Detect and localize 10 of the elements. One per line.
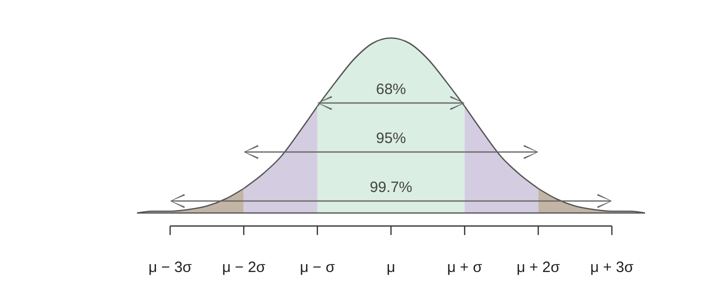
x-tick-label: μ + 2σ — [516, 259, 561, 276]
annotation: 68% — [376, 81, 406, 98]
x-tick-label: μ + σ — [447, 259, 483, 276]
annotation: 95% — [376, 130, 406, 147]
x-tick-label: μ − σ — [300, 259, 336, 276]
x-tick-label: μ — [386, 259, 396, 276]
x-tick-label: μ + 3σ — [590, 259, 634, 276]
x-tick-label: μ − 3σ — [148, 259, 193, 276]
annotation: 99.7% — [370, 179, 412, 196]
x-tick-label: μ − 2σ — [222, 259, 266, 276]
